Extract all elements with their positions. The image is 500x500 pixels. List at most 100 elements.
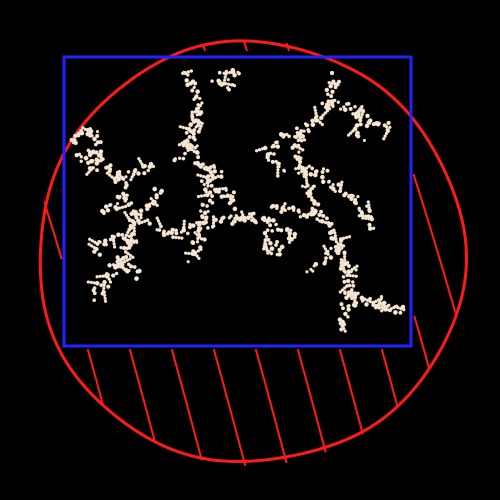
cluster-particle xyxy=(375,121,381,127)
cluster-particle xyxy=(254,148,259,153)
cluster-particle xyxy=(310,206,315,211)
cluster-particle xyxy=(227,87,232,92)
cluster-particle xyxy=(189,69,194,73)
cluster-particle xyxy=(351,129,355,133)
cluster-particle xyxy=(266,237,271,242)
cluster-particle xyxy=(89,244,94,248)
cluster-particle xyxy=(269,251,274,256)
cluster-particle xyxy=(337,317,343,322)
cluster-particle xyxy=(276,168,280,172)
cluster-particle xyxy=(107,263,112,268)
cluster-particle xyxy=(195,232,199,237)
cluster-particle xyxy=(341,266,346,270)
cluster-particle xyxy=(251,211,256,216)
cluster-particle xyxy=(147,164,153,170)
cluster-particle xyxy=(126,251,130,256)
cluster-particle xyxy=(108,163,113,168)
cluster-particle xyxy=(351,283,356,288)
cluster-particle xyxy=(270,229,275,233)
cluster-particle xyxy=(340,288,345,292)
cluster-particle xyxy=(179,230,184,234)
cluster-particle xyxy=(319,209,324,214)
cluster-particle xyxy=(151,199,155,203)
cluster-particle xyxy=(196,106,201,110)
cluster-particle xyxy=(301,167,306,172)
cluster-particle xyxy=(287,134,291,139)
cluster-particle xyxy=(95,168,99,173)
cluster-particle xyxy=(199,194,204,198)
cluster-particle xyxy=(195,89,200,94)
cluster-particle xyxy=(358,122,363,127)
cluster-particle xyxy=(355,264,359,268)
hatch-stroke xyxy=(413,315,464,466)
cluster-particle xyxy=(115,194,120,199)
cluster-particle xyxy=(301,148,305,152)
cluster-particle xyxy=(211,218,216,222)
cluster-particle xyxy=(232,206,238,212)
cluster-particle xyxy=(195,240,200,244)
cluster-particle xyxy=(193,137,197,142)
cluster-particle xyxy=(351,293,356,297)
hatch-stroke xyxy=(412,174,464,466)
cluster-particle xyxy=(106,284,111,289)
cluster-particle xyxy=(317,212,322,218)
cluster-particle xyxy=(108,203,112,208)
cluster-particle xyxy=(310,122,316,128)
cluster-particle xyxy=(73,133,78,139)
cluster-particle xyxy=(130,231,135,237)
hatch-stroke xyxy=(0,0,2,500)
cluster-particle xyxy=(143,219,147,223)
cluster-particle xyxy=(353,197,358,202)
cluster-particle xyxy=(157,228,162,232)
cluster-particle xyxy=(298,215,303,219)
cluster-particle xyxy=(249,214,254,219)
cluster-particle xyxy=(210,194,215,199)
cluster-particle xyxy=(203,187,208,192)
cluster-particle xyxy=(181,125,185,130)
cluster-particle xyxy=(126,202,132,208)
cluster-particle xyxy=(346,101,351,106)
cluster-particle xyxy=(364,123,370,129)
cluster-particle xyxy=(323,104,329,110)
cluster-particle xyxy=(170,227,175,233)
cluster-particle xyxy=(95,133,100,139)
cluster-particle xyxy=(368,296,373,301)
cluster-particle xyxy=(354,123,360,128)
cluster-particle xyxy=(323,111,327,115)
cluster-particle xyxy=(87,237,92,242)
cluster-particle xyxy=(103,299,108,303)
cluster-particle xyxy=(400,304,406,310)
cluster-particle xyxy=(333,85,338,90)
cluster-particle xyxy=(136,171,141,176)
cluster-particle xyxy=(183,151,187,156)
cluster-particle xyxy=(309,212,314,217)
cluster-particle xyxy=(218,219,224,224)
cluster-particle xyxy=(230,83,235,87)
cluster-particle xyxy=(81,126,85,130)
cluster-particle xyxy=(112,242,116,246)
cluster-particle xyxy=(341,306,346,311)
cluster-particle xyxy=(296,143,301,148)
cluster-particle xyxy=(346,293,351,298)
cluster-particle xyxy=(116,232,121,237)
cluster-particle xyxy=(221,215,226,220)
cluster-particle xyxy=(320,179,326,185)
cluster-particle xyxy=(297,131,303,136)
cluster-particle xyxy=(323,251,328,256)
cluster-particle xyxy=(225,194,229,199)
cluster-particle xyxy=(323,247,328,251)
cluster-particle xyxy=(155,203,159,208)
cluster-particle xyxy=(381,300,387,306)
cluster-particle xyxy=(311,269,315,273)
cluster-particle xyxy=(368,215,374,220)
hatch-stroke xyxy=(213,349,256,466)
cluster-particle xyxy=(122,196,127,201)
cluster-particle xyxy=(346,315,350,319)
cluster-particle xyxy=(147,202,152,207)
cluster-particle xyxy=(127,245,132,250)
cluster-particle xyxy=(134,239,139,243)
cluster-particle xyxy=(241,215,246,220)
cluster-particle xyxy=(89,168,93,172)
cluster-particle xyxy=(361,109,365,114)
cluster-particle xyxy=(393,310,398,315)
